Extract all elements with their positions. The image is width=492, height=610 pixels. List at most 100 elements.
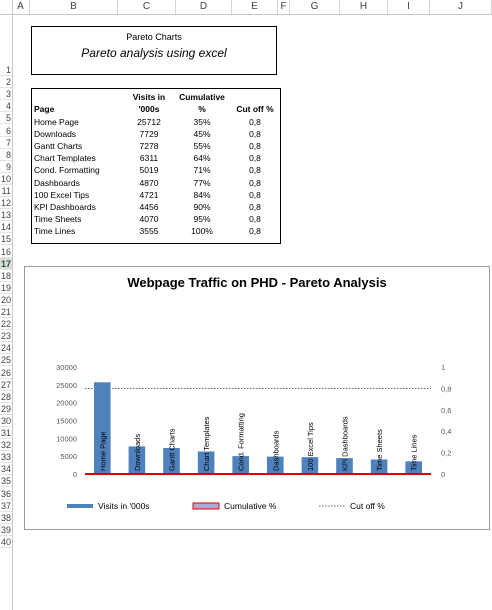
- table-cell-cutoff[interactable]: 0,8: [249, 189, 261, 200]
- header-visits-line2[interactable]: '000s: [138, 104, 160, 114]
- select-all-corner[interactable]: [0, 0, 13, 15]
- header-cumulative-line2[interactable]: %: [198, 104, 206, 114]
- row-header-13[interactable]: 13: [0, 210, 12, 222]
- table-cell-cumulative[interactable]: 55%: [193, 141, 211, 152]
- row-header-32[interactable]: 32: [0, 440, 12, 452]
- row-header-1[interactable]: 1: [0, 64, 12, 76]
- row-header-17[interactable]: 17: [0, 257, 12, 270]
- row-header-20[interactable]: 20: [0, 294, 12, 306]
- row-header-8[interactable]: 8: [0, 149, 12, 161]
- row-header-24[interactable]: 24: [0, 343, 12, 355]
- table-cell-visits[interactable]: 25712: [137, 117, 161, 127]
- row-header-19[interactable]: 19: [0, 282, 12, 294]
- row-header-35[interactable]: 35: [0, 476, 12, 488]
- column-header-i[interactable]: I: [388, 0, 430, 14]
- table-cell-cutoff[interactable]: 0,8: [249, 117, 261, 127]
- table-cell-cutoff[interactable]: 0,8: [249, 129, 261, 140]
- row-header-33[interactable]: 33: [0, 452, 12, 464]
- table-cell-cutoff[interactable]: 0,8: [249, 153, 261, 164]
- row-header-23[interactable]: 23: [0, 331, 12, 343]
- table-cell-page[interactable]: Downloads: [34, 129, 77, 140]
- row-header-40[interactable]: 40: [0, 536, 12, 548]
- row-header-27[interactable]: 27: [0, 379, 12, 391]
- column-header-e[interactable]: E: [232, 0, 278, 14]
- table-cell-cumulative[interactable]: 45%: [193, 129, 211, 140]
- row-header-36[interactable]: 36: [0, 488, 12, 500]
- row-header-7[interactable]: 7: [0, 137, 12, 149]
- row-header-15[interactable]: 15: [0, 234, 12, 246]
- header-visits-line1[interactable]: Visits in: [132, 92, 166, 102]
- table-cell-visits[interactable]: 4870: [139, 177, 159, 188]
- row-header-4[interactable]: 4: [0, 100, 12, 113]
- row-header-16[interactable]: 16: [0, 246, 12, 258]
- table-cell-cutoff[interactable]: 0,8: [249, 201, 261, 212]
- table-cell-cutoff[interactable]: 0,8: [249, 165, 261, 176]
- row-header-29[interactable]: 29: [0, 403, 12, 415]
- table-cell-page[interactable]: 100 Excel Tips: [34, 189, 90, 200]
- table-cell-visits[interactable]: 4070: [139, 213, 159, 224]
- table-cell-cumulative[interactable]: 90%: [193, 201, 211, 212]
- column-header-j[interactable]: J: [430, 0, 492, 14]
- row-header-6[interactable]: 6: [0, 125, 12, 137]
- table-cell-visits[interactable]: 7729: [139, 129, 159, 140]
- row-header-38[interactable]: 38: [0, 512, 12, 524]
- table-cell-cumulative[interactable]: 71%: [193, 165, 211, 176]
- row-header-11[interactable]: 11: [0, 186, 12, 197]
- column-header-d[interactable]: D: [176, 0, 232, 14]
- table-cell-page[interactable]: Gantt Charts: [34, 141, 83, 152]
- row-header-30[interactable]: 30: [0, 415, 12, 427]
- table-cell-cumulative[interactable]: 35%: [193, 117, 211, 127]
- table-cell-cumulative[interactable]: 64%: [193, 153, 211, 164]
- row-header-37[interactable]: 37: [0, 500, 12, 512]
- table-cell-cumulative[interactable]: 95%: [193, 213, 211, 224]
- header-cumulative-line1[interactable]: Cumulative: [179, 92, 225, 102]
- column-header-c[interactable]: C: [118, 0, 176, 14]
- table-cell-page[interactable]: Time Lines: [34, 225, 76, 236]
- header-page[interactable]: Page: [34, 104, 55, 114]
- row-header-28[interactable]: 28: [0, 391, 12, 403]
- row-header-21[interactable]: 21: [0, 307, 12, 318]
- row-header-9[interactable]: 9: [0, 161, 12, 173]
- row-header-34[interactable]: 34: [0, 464, 12, 476]
- row-header-2[interactable]: 2: [0, 76, 12, 89]
- column-header-f[interactable]: F: [278, 0, 290, 14]
- row-header-26[interactable]: 26: [0, 367, 12, 379]
- row-header-18[interactable]: 18: [0, 270, 12, 282]
- row-header-39[interactable]: 39: [0, 524, 12, 536]
- row-header-12[interactable]: 12: [0, 198, 12, 210]
- table-cell-cutoff[interactable]: 0,8: [249, 141, 261, 152]
- table-cell-page[interactable]: Dashboards: [34, 177, 80, 188]
- column-header-g[interactable]: G: [290, 0, 340, 14]
- column-header-b[interactable]: B: [30, 0, 118, 14]
- header-cutoff[interactable]: Cut off %: [236, 104, 274, 114]
- table-cell-visits[interactable]: 7278: [139, 141, 159, 152]
- column-header-h[interactable]: H: [340, 0, 388, 14]
- table-cell-page[interactable]: Chart Templates: [34, 153, 96, 164]
- table-cell-cumulative[interactable]: 100%: [191, 225, 213, 236]
- row-header-3[interactable]: 3: [0, 88, 12, 101]
- table-cell-visits[interactable]: 5019: [139, 165, 159, 176]
- chart-plot-area[interactable]: 0 5000 10000 15000 20000 25000 30000 0 0,2 0,4 0,6…: [25, 267, 491, 531]
- table-cell-page[interactable]: KPI Dashboards: [34, 201, 96, 212]
- row-header-14[interactable]: 14: [0, 222, 12, 234]
- table-cell-cutoff[interactable]: 0,8: [249, 177, 261, 188]
- table-cell-cumulative[interactable]: 77%: [193, 177, 211, 188]
- table-cell-visits[interactable]: 6311: [139, 153, 159, 164]
- table-cell-page[interactable]: Home Page: [34, 117, 79, 127]
- table-cell-cutoff[interactable]: 0,8: [249, 225, 261, 236]
- chart-title[interactable]: Webpage Traffic on PHD - Pareto Analysis: [127, 275, 387, 290]
- row-header-31[interactable]: 31: [0, 428, 12, 439]
- table-cell-visits[interactable]: 3555: [139, 225, 159, 236]
- column-header-a[interactable]: A: [12, 0, 30, 14]
- pareto-chart[interactable]: Webpage Traffic on PHD - Pareto Analysis…: [24, 266, 490, 530]
- row-header-25[interactable]: 25: [0, 355, 12, 367]
- table-cell-page[interactable]: Time Sheets: [34, 213, 82, 224]
- row-header-22[interactable]: 22: [0, 319, 12, 331]
- row-header-5[interactable]: 5: [0, 112, 12, 125]
- row-header-10[interactable]: 10: [0, 173, 12, 185]
- table-cell-cutoff[interactable]: 0,8: [249, 213, 261, 224]
- table-cell-cumulative[interactable]: 84%: [193, 189, 211, 200]
- table-cell-visits[interactable]: 4456: [139, 201, 159, 212]
- title-textbox[interactable]: Pareto Charts Pareto analysis using exce…: [31, 26, 277, 75]
- table-cell-visits[interactable]: 4721: [139, 189, 159, 200]
